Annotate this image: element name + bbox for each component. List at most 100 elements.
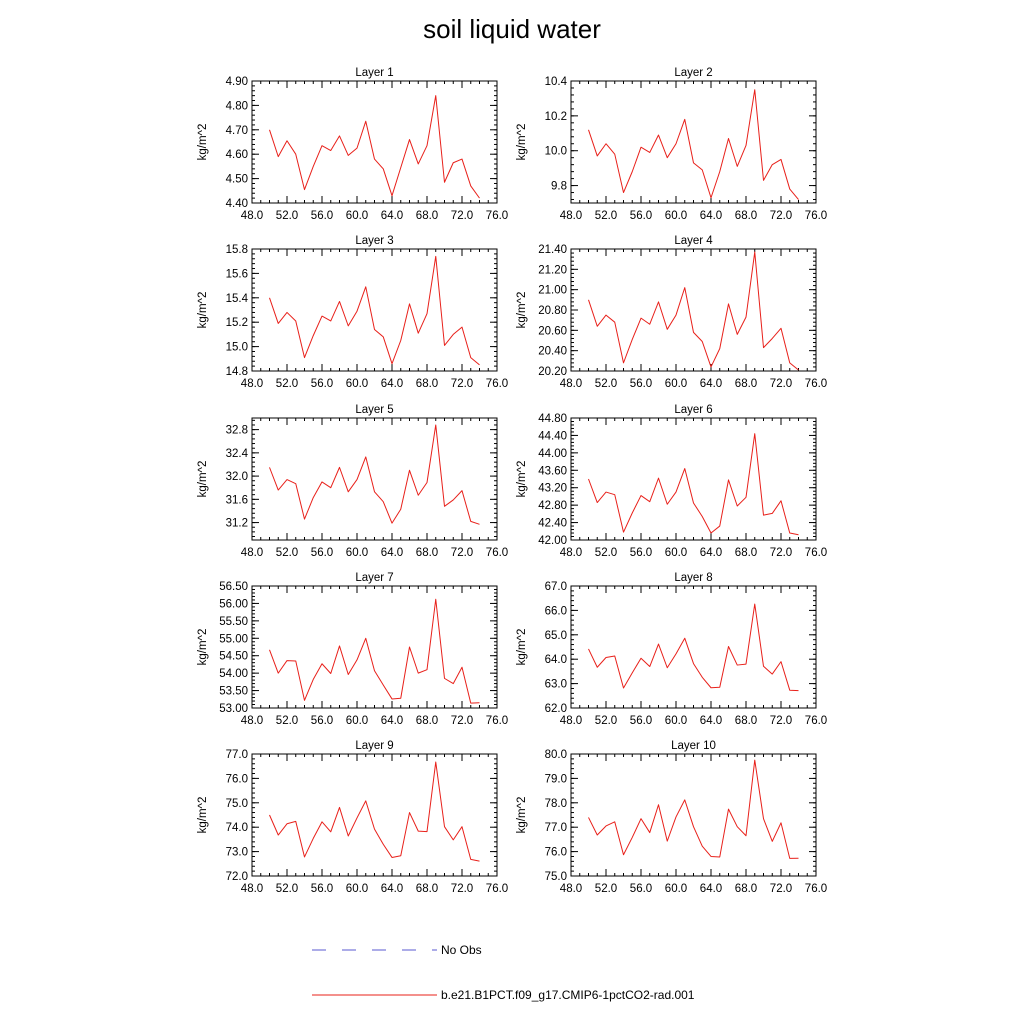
layer-2-x-tick-label: 60.0 [665,210,687,222]
layer-3-y-tick-label: 14.8 [226,366,248,378]
layer-7-y-tick-label: 53.00 [219,703,248,715]
layer-6-series-line [588,433,799,536]
layer-1-x-tick-label: 52.0 [276,210,298,222]
layer-5-ylabel: kg/m^2 [197,461,209,498]
layer-8-y-tick-label: 65.0 [545,630,567,642]
layer-2-x-tick-label: 64.0 [700,210,722,222]
layer-5-panel: Layer 5 kg/m^2 48.0 52.0 56.0 60.0 64.0 68.0 72.… [197,404,508,559]
layer-1-x-tick-label: 60.0 [346,210,368,222]
layer-4-panel: Layer 4 kg/m^2 48.0 52.0 56.0 60.0 64.0 68.0 72.… [516,235,827,390]
layer-1-y-tick-label: 4.70 [226,125,248,137]
layer-8-y-tick-label: 67.0 [545,581,567,593]
layer-1-y-tick-label: 4.40 [226,198,248,210]
layer-5-x-tick-label: 60.0 [346,547,368,559]
layer-6-x-tick-label: 76.0 [805,547,827,559]
layer-8-x-tick-label: 52.0 [595,715,617,727]
layer-7-y-tick-label: 56.50 [219,581,248,593]
layer-10-panel: Layer 10 kg/m^2 48.0 52.0 56.0 60.0 64.0 68.0 72… [516,740,827,895]
layer-9-x-tick-label: 68.0 [416,883,438,895]
layer-7-y-tick-label: 56.00 [219,598,248,610]
layer-6-x-tick-label: 64.0 [700,547,722,559]
layer-6-ylabel: kg/m^2 [516,461,528,498]
layer-9-y-tick-label: 73.0 [226,847,248,859]
layer-4-x-tick-label: 76.0 [805,378,827,390]
layer-3-panel: Layer 3 kg/m^2 48.0 52.0 56.0 60.0 64.0 68.0 72.… [197,235,508,390]
layer-10-x-tick-label: 64.0 [700,883,722,895]
layer-1-y-tick-label: 4.60 [226,149,248,161]
layer-2-ylabel: kg/m^2 [516,124,528,161]
layer-7-title: Layer 7 [355,572,393,584]
layer-3-x-tick-label: 60.0 [346,378,368,390]
layer-3-ylabel: kg/m^2 [197,292,209,329]
layer-1-y-tick-label: 4.50 [226,174,248,186]
layer-6-y-tick-label: 42.40 [538,518,567,530]
layer-7-x-tick-label: 52.0 [276,715,298,727]
layer-9-x-tick-label: 48.0 [241,883,263,895]
layer-6-plot-frame [570,417,817,541]
layer-7-x-tick-label: 48.0 [241,715,263,727]
layer-4-y-tick-label: 20.60 [538,325,567,337]
layer-5-x-tick-label: 76.0 [486,547,508,559]
layer-3-title: Layer 3 [355,235,393,247]
layer-5-title: Layer 5 [355,404,393,416]
layer-10-x-tick-label: 52.0 [595,883,617,895]
layer-6-y-tick-label: 43.60 [538,465,567,477]
layer-6-panel: Layer 6 kg/m^2 48.0 52.0 56.0 60.0 64.0 68.0 72.… [516,404,827,559]
layer-7-x-tick-label: 76.0 [486,715,508,727]
layer-6-x-tick-label: 56.0 [630,547,652,559]
layer-3-x-tick-label: 64.0 [381,378,403,390]
layer-9-plot-frame [251,753,498,877]
layer-10-y-tick-label: 76.0 [545,847,567,859]
layer-3-x-tick-label: 56.0 [311,378,333,390]
layer-9-title: Layer 9 [355,740,393,752]
layer-3-x-tick-label: 52.0 [276,378,298,390]
layer-10-x-tick-label: 60.0 [665,883,687,895]
layer-3-y-tick-label: 15.2 [226,317,248,329]
layer-7-y-tick-label: 55.50 [219,616,248,628]
layer-3-y-tick-label: 15.4 [226,293,249,305]
layer-10-title: Layer 10 [671,740,716,752]
layer-4-x-tick-label: 48.0 [560,378,582,390]
layer-10-y-tick-label: 80.0 [545,749,567,761]
layer-1-y-tick-label: 4.80 [226,100,248,112]
layer-9-ylabel: kg/m^2 [197,797,209,834]
layer-10-ylabel: kg/m^2 [516,797,528,834]
layer-1-x-tick-label: 72.0 [451,210,473,222]
layer-8-x-tick-label: 60.0 [665,715,687,727]
layer-4-x-tick-label: 52.0 [595,378,617,390]
layer-4-x-tick-label: 56.0 [630,378,652,390]
layer-7-panel: Layer 7 kg/m^2 48.0 52.0 56.0 60.0 64.0 68.0 72.… [197,572,508,727]
layer-9-x-tick-label: 56.0 [311,883,333,895]
layer-2-x-tick-label: 56.0 [630,210,652,222]
layer-1-plot-frame [251,80,498,204]
layer-1-x-tick-label: 68.0 [416,210,438,222]
layer-5-plot-frame [251,417,498,541]
layer-7-x-tick-label: 60.0 [346,715,368,727]
layer-5-y-tick-label: 31.2 [226,518,248,530]
layer-3-y-tick-label: 15.0 [226,342,248,354]
layer-2-y-tick-label: 10.2 [545,111,567,123]
layer-2-x-tick-label: 72.0 [770,210,792,222]
layer-8-x-tick-label: 68.0 [735,715,757,727]
layer-4-x-tick-label: 64.0 [700,378,722,390]
layer-10-x-tick-label: 76.0 [805,883,827,895]
layer-10-series-line [588,759,799,859]
layer-8-panel: Layer 8 kg/m^2 48.0 52.0 56.0 60.0 64.0 68.0 72.… [516,572,827,727]
layer-10-x-tick-label: 48.0 [560,883,582,895]
layer-3-x-tick-label: 76.0 [486,378,508,390]
layer-3-y-tick-label: 15.6 [226,268,248,280]
layer-7-plot-frame [251,585,498,709]
layer-8-title: Layer 8 [674,572,712,584]
layer-4-y-tick-label: 21.20 [538,264,567,276]
layer-9-x-tick-label: 52.0 [276,883,298,895]
layer-9-y-tick-label: 77.0 [226,749,248,761]
layer-8-x-tick-label: 48.0 [560,715,582,727]
layer-3-x-tick-label: 72.0 [451,378,473,390]
layer-1-title: Layer 1 [355,67,393,79]
layer-8-x-tick-label: 56.0 [630,715,652,727]
layer-7-ylabel: kg/m^2 [197,629,209,666]
layer-3-x-tick-label: 48.0 [241,378,263,390]
layer-1-y-tick-label: 4.90 [226,76,248,88]
layer-6-y-tick-label: 42.80 [538,500,567,512]
layer-3-series-line [269,255,480,366]
